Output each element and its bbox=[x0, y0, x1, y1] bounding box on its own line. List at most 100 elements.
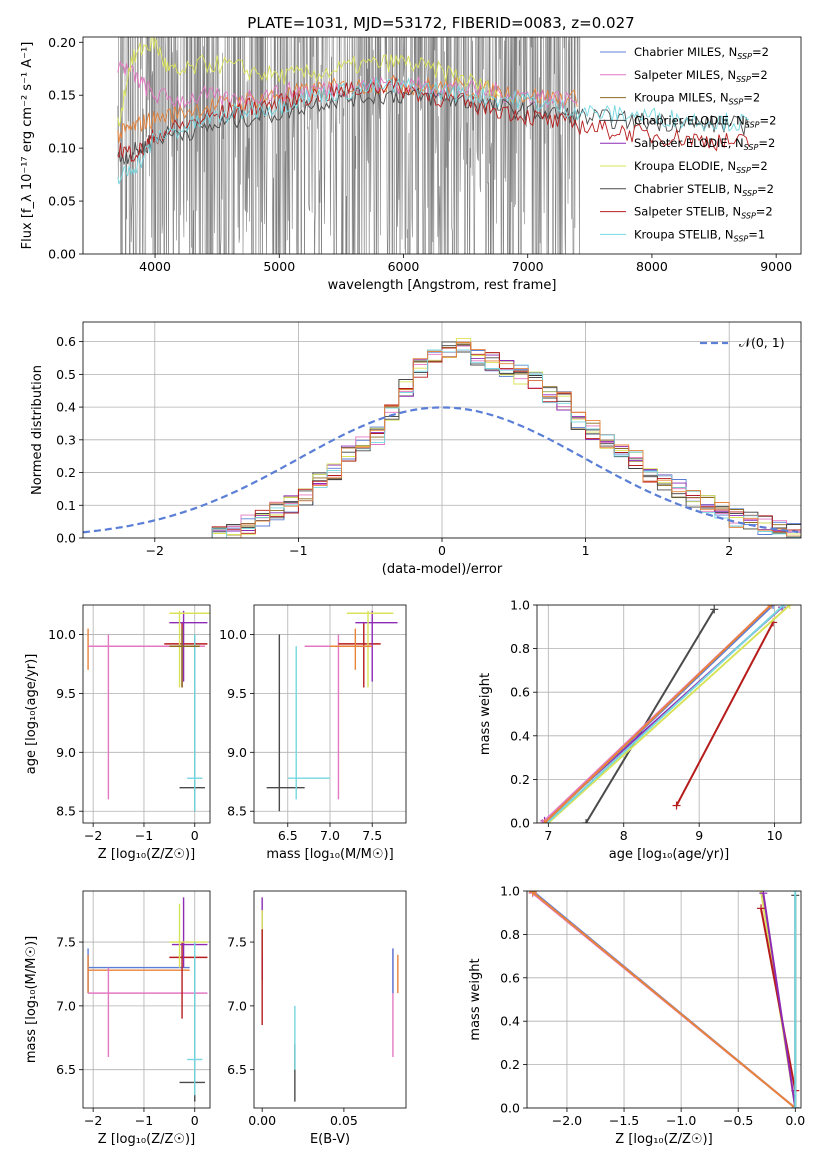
x-tick-label: −2 bbox=[84, 1113, 102, 1128]
y-tick-label: 0.8 bbox=[500, 927, 520, 942]
residual-histogram bbox=[212, 342, 801, 538]
panel-age_vs_mass: 6.5 7.0 7.5 8.5 9.0 9.5 10.0 mass [log₁₀(M/M☉)] bbox=[219, 604, 407, 862]
panel-mass_weight_Z: −2.0 −1.5 −1.0 −0.5 0.0 0.0 0.2 0.4 0.6 0.8 1.0 Z [… bbox=[468, 884, 805, 1148]
panel-mass_vs_Z: −2 −1 0 6.5 7.0 7.5 Z [log₁₀(Z/Z☉)] mass [log₁₀… bbox=[24, 890, 211, 1147]
axes-frame bbox=[82, 604, 211, 824]
y-tick-label: 0.4 bbox=[56, 400, 76, 415]
y-tick-label: 0.0 bbox=[56, 531, 76, 546]
x-tick-label: 1 bbox=[582, 543, 590, 558]
x-tick-label: −2 bbox=[84, 828, 102, 843]
legend-label-text: Salpeter STELIB, N bbox=[634, 205, 741, 219]
y-tick-label: 0.10 bbox=[48, 141, 76, 156]
y-tick-label: 0.05 bbox=[48, 194, 76, 209]
legend-label-sub: SSP bbox=[744, 143, 759, 152]
y-tick-label: 0.0 bbox=[500, 1101, 520, 1116]
cumulative-line bbox=[762, 893, 797, 1108]
legend-label: Salpeter STELIB, NSSP=2 bbox=[634, 205, 773, 221]
axes-frame bbox=[82, 36, 802, 255]
x-tick-label: 7000 bbox=[512, 259, 544, 274]
x-tick-label: 0 bbox=[191, 1113, 199, 1128]
x-tick-label: 6.5 bbox=[278, 828, 298, 843]
y-tick-label: 0.6 bbox=[510, 685, 530, 700]
y-axis-label: mass weight bbox=[478, 673, 493, 755]
y-tick-label: 0.3 bbox=[56, 432, 76, 447]
legend-label-tail: =1 bbox=[748, 227, 765, 241]
x-axis-label: E(B-V) bbox=[310, 1132, 350, 1147]
y-tick-label: 0.15 bbox=[48, 88, 76, 103]
x-tick-label: 0.00 bbox=[248, 1113, 276, 1128]
x-axis-label: Z [log₁₀(Z/Z☉)] bbox=[98, 1132, 195, 1147]
y-tick-label: 9.0 bbox=[227, 745, 247, 760]
legend-label-text: Kroupa MILES, N bbox=[634, 91, 729, 105]
y-tick-label: 0.2 bbox=[510, 772, 530, 787]
legend-label-tail: =2 bbox=[743, 91, 760, 105]
legend-label-tail: =2 bbox=[751, 68, 768, 82]
cumulative-line bbox=[532, 891, 796, 1108]
axes-frame bbox=[536, 604, 802, 824]
legend-label-text: Kroupa STELIB, N bbox=[634, 227, 734, 241]
y-axis-label: mass weight bbox=[468, 958, 483, 1040]
y-tick-label: 0.2 bbox=[500, 1057, 520, 1072]
normal-curve bbox=[83, 406, 799, 534]
y-tick-label: 9.0 bbox=[56, 745, 76, 760]
figure-title: PLATE=1031, MJD=53172, FIBERID=0083, z=0… bbox=[247, 14, 634, 32]
axes-frame bbox=[253, 604, 407, 824]
x-tick-label: −1.5 bbox=[609, 1113, 639, 1128]
legend-label-sub: SSP bbox=[729, 98, 744, 107]
y-axis-label: Normed distribution bbox=[30, 365, 45, 495]
x-tick-label: 0.0 bbox=[785, 1113, 805, 1128]
model-spectrum bbox=[117, 86, 750, 166]
y-tick-label: 7.0 bbox=[56, 998, 76, 1013]
x-tick-label: 8 bbox=[620, 828, 628, 843]
y-tick-label: 9.5 bbox=[227, 686, 247, 701]
x-tick-label: 7.0 bbox=[320, 828, 340, 843]
x-axis-label: mass [log₁₀(M/M☉)] bbox=[266, 847, 393, 862]
cumulative-line bbox=[675, 621, 774, 807]
x-tick-label: −0.5 bbox=[723, 1113, 753, 1128]
y-tick-label: 7.0 bbox=[227, 998, 247, 1013]
y-tick-label: 6.5 bbox=[56, 1062, 76, 1077]
model-spectrum bbox=[117, 76, 750, 185]
x-tick-label: 6000 bbox=[388, 259, 420, 274]
y-tick-label: 1.0 bbox=[510, 598, 530, 613]
x-axis-label: Z [log₁₀(Z/Z☉)] bbox=[615, 1132, 712, 1147]
legend-label-sub: SSP bbox=[741, 212, 756, 221]
y-tick-label: 0.1 bbox=[56, 498, 76, 513]
y-tick-label: 0.8 bbox=[510, 641, 530, 656]
x-tick-label: 0 bbox=[438, 543, 446, 558]
legend-label-sub: SSP bbox=[734, 234, 749, 243]
y-tick-label: 0.2 bbox=[56, 465, 76, 480]
y-tick-label: 10.0 bbox=[219, 627, 247, 642]
panel-spectrum: 4000 5000 6000 7000 8000 9000 0.00 0.05 0.10 0.15… bbox=[20, 35, 802, 293]
legend-label: 𝒩(0, 1) bbox=[739, 335, 785, 350]
x-tick-label: −2.0 bbox=[552, 1113, 582, 1128]
plot-area-mass_weight_age bbox=[537, 605, 801, 823]
cumulative-line bbox=[546, 605, 785, 823]
y-tick-label: 8.5 bbox=[227, 804, 247, 819]
legend-label-sub: SSP bbox=[737, 52, 752, 61]
model-spectrum bbox=[117, 37, 501, 127]
axes-frame bbox=[82, 321, 802, 539]
model-spectrum bbox=[117, 60, 578, 110]
axes-frame bbox=[253, 890, 407, 1109]
x-tick-label: 7.5 bbox=[362, 828, 382, 843]
legend-label-sub: SSP bbox=[736, 75, 751, 84]
y-tick-label: 0.4 bbox=[510, 728, 530, 743]
legend-label: Kroupa STELIB, NSSP=1 bbox=[634, 227, 765, 243]
legend-label-text: Salpeter ELODIE, N bbox=[634, 136, 744, 150]
x-tick-label: 9 bbox=[695, 828, 703, 843]
x-tick-label: −1 bbox=[135, 1113, 153, 1128]
x-tick-label: 2 bbox=[725, 543, 733, 558]
legend-label-tail: =2 bbox=[751, 159, 768, 173]
observed-spectrum bbox=[117, 37, 581, 254]
axes-frame bbox=[82, 890, 211, 1109]
x-tick-label: 8000 bbox=[636, 259, 668, 274]
model-spectrum bbox=[117, 76, 750, 163]
y-tick-label: 0.6 bbox=[500, 970, 520, 985]
y-tick-label: 1.0 bbox=[500, 884, 520, 899]
x-tick-label: 10 bbox=[767, 828, 783, 843]
legend-label-text: Chabrier STELIB, N bbox=[634, 182, 742, 196]
x-tick-label: −2 bbox=[146, 543, 164, 558]
cumulative-line bbox=[543, 605, 772, 823]
x-tick-label: 9000 bbox=[760, 259, 792, 274]
